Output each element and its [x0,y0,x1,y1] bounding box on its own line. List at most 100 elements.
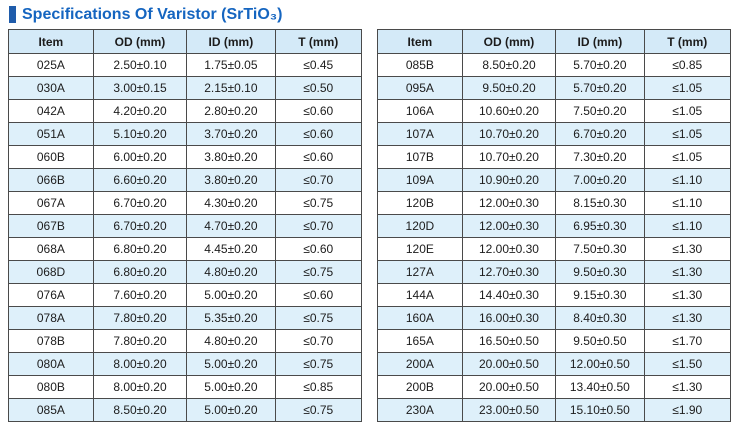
table-cell: 12.00±0.50 [555,352,645,376]
table-cell: ≤1.10 [643,191,731,215]
column-header-od: OD (mm) [461,29,557,54]
table-cell: 12.00±0.30 [461,214,557,238]
table-cell: ≤0.70 [274,168,362,192]
table-cell: 9.50±0.20 [461,76,557,100]
table-cell: 5.70±0.20 [555,76,645,100]
table-cell: 085B [377,53,463,77]
page-title: Specifications Of Varistor (SrTiO₃) [22,5,283,23]
table-cell: 20.00±0.50 [461,375,557,399]
table-row: 080A 8.00±0.20 5.00±0.20 ≤0.75 [8,352,362,376]
table-cell: 6.95±0.30 [555,214,645,238]
table-row: 160A 16.00±0.30 8.40±0.30 ≤1.30 [377,306,731,330]
column-header-id: ID (mm) [555,29,645,54]
table-row: 078B 7.80±0.20 4.80±0.20 ≤0.70 [8,329,362,353]
table-cell: 120D [377,214,463,238]
table-cell: 3.70±0.20 [186,122,276,146]
table-cell: 120E [377,237,463,261]
table-cell: 080B [8,375,94,399]
table-row: 120D 12.00±0.30 6.95±0.30 ≤1.10 [377,214,731,238]
table-row: 067A 6.70±0.20 4.30±0.20 ≤0.75 [8,191,362,215]
table-row: 200B 20.00±0.50 13.40±0.50 ≤1.30 [377,375,731,399]
table-row: 107B 10.70±0.20 7.30±0.20 ≤1.05 [377,145,731,169]
table-row: 120E 12.00±0.30 7.50±0.30 ≤1.30 [377,237,731,261]
table-row: 106A 10.60±0.20 7.50±0.20 ≤1.05 [377,99,731,123]
table-cell: 12.00±0.30 [461,191,557,215]
table-cell: 078B [8,329,94,353]
table-cell: ≤0.60 [274,283,362,307]
table-cell: ≤0.60 [274,145,362,169]
table-cell: 066B [8,168,94,192]
table-cell: 4.20±0.20 [92,99,188,123]
table-cell: 165A [377,329,463,353]
table-cell: 6.70±0.20 [555,122,645,146]
table-cell: ≤0.75 [274,260,362,284]
table-cell: 5.00±0.20 [186,375,276,399]
table-row: 200A 20.00±0.50 12.00±0.50 ≤1.50 [377,352,731,376]
table-cell: 16.00±0.30 [461,306,557,330]
table-row: 107A 10.70±0.20 6.70±0.20 ≤1.05 [377,122,731,146]
table-cell: ≤1.05 [643,99,731,123]
table-cell: 025A [8,53,94,77]
table-cell: ≤1.10 [643,214,731,238]
table-row: 078A 7.80±0.20 5.35±0.20 ≤0.75 [8,306,362,330]
table-cell: 7.30±0.20 [555,145,645,169]
table-cell: 067A [8,191,94,215]
table-cell: 8.50±0.20 [92,398,188,422]
table-cell: 127A [377,260,463,284]
table-cell: 8.15±0.30 [555,191,645,215]
table-cell: 200A [377,352,463,376]
table-cell: 095A [377,76,463,100]
table-cell: ≤1.70 [643,329,731,353]
table-row: 025A 2.50±0.10 1.75±0.05 ≤0.45 [8,53,362,77]
table-row: 067B 6.70±0.20 4.70±0.20 ≤0.70 [8,214,362,238]
table-cell: 4.30±0.20 [186,191,276,215]
table-cell: 7.50±0.30 [555,237,645,261]
table-cell: ≤0.60 [274,122,362,146]
column-header-t: T (mm) [274,29,362,54]
table-cell: 6.00±0.20 [92,145,188,169]
table-row: 080B 8.00±0.20 5.00±0.20 ≤0.85 [8,375,362,399]
table-header-row: Item OD (mm) ID (mm) T (mm) [377,29,731,54]
table-cell: 068D [8,260,94,284]
table-row: 127A 12.70±0.30 9.50±0.30 ≤1.30 [377,260,731,284]
table-cell: 5.70±0.20 [555,53,645,77]
table-cell: ≤1.50 [643,352,731,376]
title-accent-bar [9,6,16,23]
table-cell: 13.40±0.50 [555,375,645,399]
table-cell: 3.00±0.15 [92,76,188,100]
table-cell: 051A [8,122,94,146]
table-cell: ≤1.05 [643,122,731,146]
table-cell: 14.40±0.30 [461,283,557,307]
table-cell: 107B [377,145,463,169]
table-cell: ≤1.10 [643,168,731,192]
table-cell: ≤0.70 [274,214,362,238]
table-cell: 4.80±0.20 [186,329,276,353]
column-header-item: Item [377,29,463,54]
table-cell: 5.00±0.20 [186,283,276,307]
table-cell: ≤1.30 [643,306,731,330]
table-cell: 10.70±0.20 [461,122,557,146]
table-cell: 7.60±0.20 [92,283,188,307]
table-row: 120B 12.00±0.30 8.15±0.30 ≤1.10 [377,191,731,215]
table-cell: 7.80±0.20 [92,306,188,330]
table-cell: 8.00±0.20 [92,375,188,399]
table-cell: 5.00±0.20 [186,398,276,422]
table-cell: 068A [8,237,94,261]
table-cell: 107A [377,122,463,146]
table-cell: ≤1.05 [643,76,731,100]
table-cell: ≤0.45 [274,53,362,77]
table-cell: 23.00±0.50 [461,398,557,422]
table-cell: 076A [8,283,94,307]
table-cell: 3.80±0.20 [186,145,276,169]
table-cell: 080A [8,352,94,376]
table-row: 085B 8.50±0.20 5.70±0.20 ≤0.85 [377,53,731,77]
table-cell: ≤1.90 [643,398,731,422]
table-cell: ≤0.60 [274,99,362,123]
table-cell: 120B [377,191,463,215]
table-row: 068A 6.80±0.20 4.45±0.20 ≤0.60 [8,237,362,261]
table-cell: ≤0.85 [274,375,362,399]
table-cell: 6.80±0.20 [92,260,188,284]
table-cell: 042A [8,99,94,123]
table-cell: 8.50±0.20 [461,53,557,77]
table-cell: 085A [8,398,94,422]
